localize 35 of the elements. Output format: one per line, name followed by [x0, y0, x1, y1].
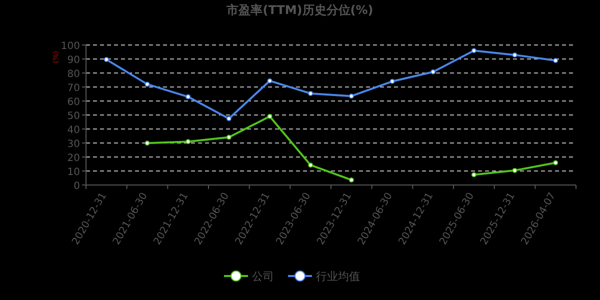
point [471, 48, 476, 54]
y-tick-label: 40 [67, 125, 80, 136]
point [553, 58, 558, 64]
y-tick-label: 80 [67, 69, 80, 80]
point [186, 94, 191, 100]
point [186, 139, 191, 144]
point [267, 78, 272, 84]
chart-title: 市盈率(TTM)历史分位(%) [226, 3, 374, 17]
point [308, 90, 314, 96]
point [390, 78, 395, 84]
legend-label: 公司 [252, 270, 274, 283]
y-tick-label: 0 [74, 181, 80, 192]
point [348, 177, 354, 182]
point [430, 69, 436, 74]
point [144, 82, 150, 87]
y-tick-label: 50 [67, 111, 80, 122]
y-tick-label: 100 [60, 41, 80, 52]
point [512, 52, 518, 58]
y-tick-label: 70 [67, 83, 80, 94]
y-tick-label: 10 [67, 167, 80, 178]
point [144, 140, 150, 146]
point [226, 116, 232, 122]
point [348, 94, 354, 99]
point [104, 57, 109, 62]
y-tick-label: 30 [67, 139, 80, 150]
point [471, 172, 476, 178]
point [512, 168, 518, 173]
legend-label: 行业均值 [316, 270, 360, 283]
y-tick-label: 90 [67, 55, 80, 66]
y-tick-label: 60 [67, 97, 80, 108]
point [267, 114, 272, 119]
point [308, 162, 314, 168]
y-tick-label: 20 [67, 153, 80, 164]
point [553, 160, 558, 166]
point [226, 134, 232, 140]
